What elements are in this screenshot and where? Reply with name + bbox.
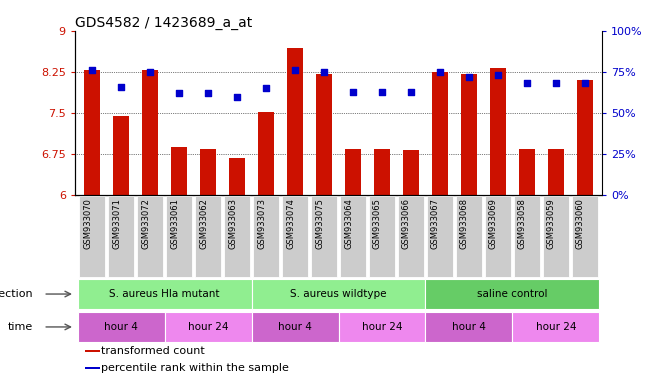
FancyBboxPatch shape: [485, 196, 511, 277]
Text: GSM933062: GSM933062: [199, 198, 208, 248]
Text: GSM933066: GSM933066: [402, 198, 411, 249]
Bar: [345, 149, 361, 195]
FancyBboxPatch shape: [426, 279, 600, 309]
Text: GSM933067: GSM933067: [431, 198, 440, 249]
FancyBboxPatch shape: [543, 196, 569, 277]
Bar: [432, 72, 448, 195]
Bar: [461, 73, 477, 195]
Bar: [113, 116, 129, 195]
Text: GSM933064: GSM933064: [344, 198, 353, 248]
Text: GSM933075: GSM933075: [315, 198, 324, 248]
Bar: [490, 68, 506, 195]
FancyBboxPatch shape: [165, 312, 251, 342]
Text: GSM933065: GSM933065: [373, 198, 382, 248]
Point: [232, 93, 242, 99]
Text: saline control: saline control: [477, 289, 547, 299]
FancyBboxPatch shape: [572, 196, 598, 277]
FancyBboxPatch shape: [108, 196, 134, 277]
Text: hour 24: hour 24: [188, 322, 229, 332]
Bar: [84, 70, 100, 195]
Text: GSM933074: GSM933074: [286, 198, 295, 248]
FancyBboxPatch shape: [369, 196, 395, 277]
FancyBboxPatch shape: [427, 196, 453, 277]
FancyBboxPatch shape: [512, 312, 600, 342]
Bar: [287, 48, 303, 195]
Bar: [374, 149, 390, 195]
Text: GSM933069: GSM933069: [489, 198, 498, 248]
Bar: [519, 149, 535, 195]
Point: [435, 69, 445, 75]
FancyBboxPatch shape: [195, 196, 221, 277]
Point: [319, 69, 329, 75]
FancyBboxPatch shape: [340, 196, 366, 277]
Text: GSM933071: GSM933071: [112, 198, 121, 248]
FancyBboxPatch shape: [79, 196, 105, 277]
FancyBboxPatch shape: [456, 196, 482, 277]
Text: percentile rank within the sample: percentile rank within the sample: [102, 363, 289, 373]
Point: [464, 74, 474, 80]
Text: GDS4582 / 1423689_a_at: GDS4582 / 1423689_a_at: [75, 16, 252, 30]
FancyBboxPatch shape: [166, 196, 192, 277]
FancyBboxPatch shape: [77, 312, 165, 342]
Bar: [85, 367, 100, 369]
Text: GSM933073: GSM933073: [257, 198, 266, 249]
Bar: [548, 149, 564, 195]
Point: [377, 89, 387, 95]
Text: hour 24: hour 24: [536, 322, 576, 332]
Text: GSM933063: GSM933063: [228, 198, 237, 249]
Text: hour 4: hour 4: [104, 322, 138, 332]
Text: hour 4: hour 4: [278, 322, 312, 332]
Bar: [577, 80, 593, 195]
Text: S. aureus wildtype: S. aureus wildtype: [290, 289, 387, 299]
Text: GSM933070: GSM933070: [83, 198, 92, 248]
Bar: [85, 350, 100, 351]
Bar: [316, 73, 332, 195]
Text: S. aureus Hla mutant: S. aureus Hla mutant: [109, 289, 220, 299]
Bar: [229, 158, 245, 195]
FancyBboxPatch shape: [398, 196, 424, 277]
Bar: [142, 70, 158, 195]
Point: [348, 89, 358, 95]
FancyBboxPatch shape: [282, 196, 308, 277]
Point: [174, 90, 184, 96]
FancyBboxPatch shape: [426, 312, 512, 342]
Point: [261, 85, 271, 91]
Text: GSM933061: GSM933061: [170, 198, 179, 248]
Point: [493, 72, 503, 78]
FancyBboxPatch shape: [311, 196, 337, 277]
Point: [579, 80, 590, 86]
Text: hour 24: hour 24: [362, 322, 402, 332]
Point: [406, 89, 416, 95]
Bar: [258, 112, 274, 195]
Text: GSM933058: GSM933058: [518, 198, 527, 248]
Text: infection: infection: [0, 289, 33, 299]
FancyBboxPatch shape: [514, 196, 540, 277]
Text: GSM933068: GSM933068: [460, 198, 469, 249]
FancyBboxPatch shape: [339, 312, 426, 342]
FancyBboxPatch shape: [77, 279, 251, 309]
Point: [116, 84, 126, 90]
Text: transformed count: transformed count: [102, 346, 205, 356]
FancyBboxPatch shape: [224, 196, 250, 277]
Text: GSM933060: GSM933060: [575, 198, 585, 248]
Point: [203, 90, 214, 96]
Point: [87, 67, 98, 73]
Text: hour 4: hour 4: [452, 322, 486, 332]
Text: GSM933059: GSM933059: [547, 198, 556, 248]
FancyBboxPatch shape: [251, 279, 426, 309]
Point: [551, 80, 561, 86]
Point: [521, 80, 532, 86]
FancyBboxPatch shape: [253, 196, 279, 277]
Text: time: time: [7, 322, 33, 332]
Bar: [171, 147, 187, 195]
FancyBboxPatch shape: [137, 196, 163, 277]
Text: GSM933072: GSM933072: [141, 198, 150, 248]
Point: [290, 67, 300, 73]
FancyBboxPatch shape: [251, 312, 339, 342]
Point: [145, 69, 156, 75]
Bar: [200, 149, 216, 195]
Bar: [403, 150, 419, 195]
